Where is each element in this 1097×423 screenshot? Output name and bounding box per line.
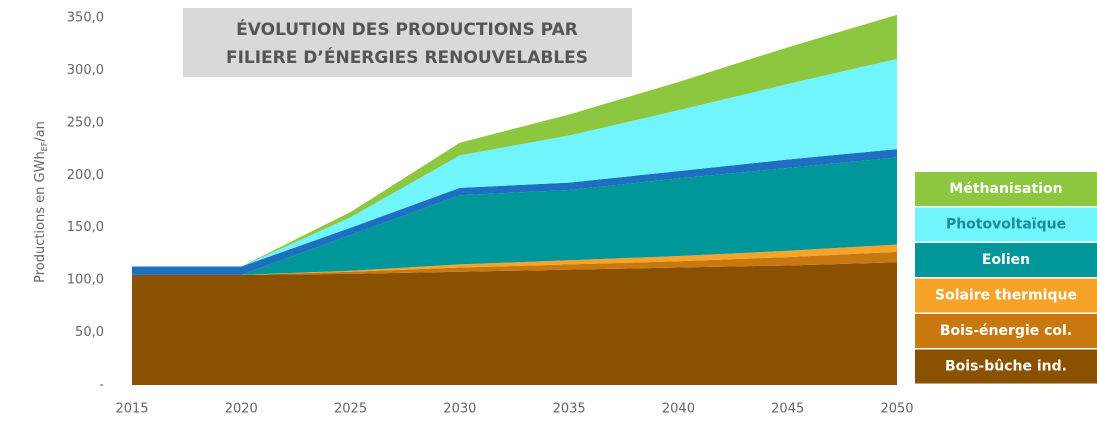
legend-swatch: [915, 314, 1097, 348]
legend-label: Méthanisation: [949, 181, 1062, 197]
x-tick-label: 2025: [334, 402, 367, 417]
y-tick-label: 150,0: [67, 220, 104, 235]
x-tick-label: 2050: [880, 402, 913, 417]
legend-label: Bois-énergie col.: [940, 323, 1072, 339]
x-tick-label: 2030: [443, 402, 476, 417]
x-tick-label: 2015: [115, 402, 148, 417]
legend-label: Eolien: [982, 252, 1030, 268]
y-axis-label-text: Productions en GWh: [33, 151, 48, 283]
legend-swatch: [915, 207, 1097, 242]
area: [132, 262, 897, 385]
legend-swatch: [915, 172, 1097, 206]
x-tick-label: 2020: [225, 402, 258, 417]
y-tick-label: 350,0: [67, 11, 104, 26]
area: [132, 149, 897, 275]
legend-label: Bois-bûche ind.: [945, 359, 1067, 375]
area: [132, 14, 897, 267]
legend-label: Photovoltaïque: [946, 217, 1066, 233]
y-axis-label: Productions en GWhEF/an: [33, 121, 49, 283]
title-box: [183, 8, 632, 77]
area: [132, 157, 897, 275]
legend-swatch: [915, 278, 1097, 313]
chart-title: FILIERE D’ÉNERGIES RENOUVELABLES: [226, 46, 588, 68]
y-axis-label-sub: EF: [40, 141, 49, 151]
y-tick-label: 100,0: [67, 273, 104, 288]
legend-swatch: [915, 243, 1097, 277]
y-tick-label: -: [99, 378, 104, 393]
y-tick-label: 200,0: [67, 168, 104, 183]
y-tick-label: 250,0: [67, 115, 104, 130]
x-tick-label: 2045: [771, 402, 804, 417]
y-axis-label-suffix: /an: [33, 121, 48, 142]
legend-label: Solaire thermique: [935, 288, 1077, 304]
y-tick-label: 300,0: [67, 63, 104, 78]
y-tick-label: 50,0: [75, 325, 104, 340]
chart-title: ÉVOLUTION DES PRODUCTIONS PAR: [236, 18, 578, 40]
x-tick-label: 2035: [553, 402, 586, 417]
area: [132, 251, 897, 275]
x-tick-label: 2040: [662, 402, 695, 417]
plot-area: [132, 14, 897, 385]
legend-swatch: [915, 349, 1097, 384]
area: [132, 58, 897, 267]
